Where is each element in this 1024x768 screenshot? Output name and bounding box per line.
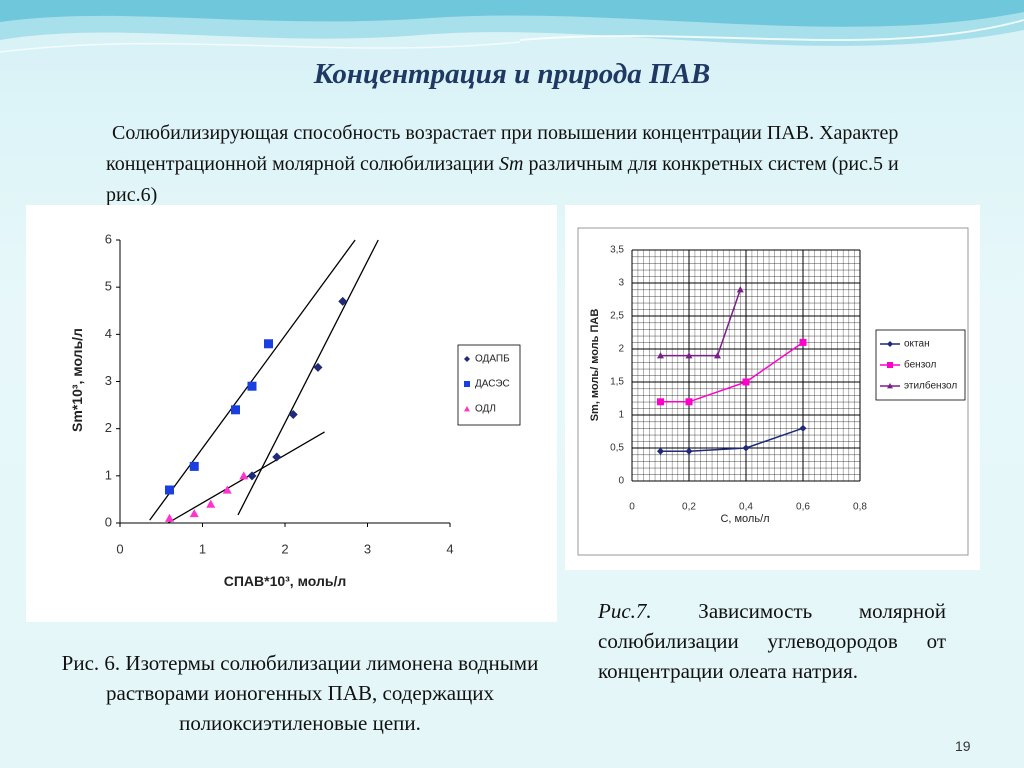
- point: [657, 447, 664, 455]
- y-tick-label: 0: [618, 476, 624, 487]
- series-line: [660, 341, 804, 403]
- point: [264, 339, 273, 349]
- point: [247, 471, 257, 481]
- paragraph-text: различным для конкретных систем (рис.5 и…: [106, 153, 899, 206]
- fit-line: [149, 239, 356, 521]
- point: [685, 352, 693, 359]
- paragraph: Солюбилизирующая способность возрастает …: [106, 118, 952, 211]
- point: [685, 447, 693, 455]
- point: [338, 296, 348, 306]
- point: [189, 461, 199, 471]
- y-tick-label: 2,5: [610, 311, 624, 322]
- point: [165, 513, 174, 522]
- x-axis-label: C, моль/л: [720, 513, 769, 525]
- x-tick-label: 4: [446, 541, 453, 556]
- y-tick-label: 2: [105, 420, 112, 435]
- point: [742, 378, 750, 386]
- y-tick-label: 4: [105, 326, 112, 341]
- legend-label: этилбензол: [904, 380, 957, 392]
- legend-marker: [464, 381, 470, 387]
- legend-label: бензол: [904, 359, 937, 371]
- paragraph-text: Солюбилизирующая способность возрастает …: [106, 122, 899, 175]
- y-tick-label: 0: [105, 514, 112, 529]
- x-tick-label: 0: [116, 541, 123, 556]
- point: [272, 452, 282, 462]
- caption-label: Рис.7.: [598, 599, 652, 623]
- point: [239, 471, 249, 480]
- x-tick-label: 0,2: [682, 502, 696, 513]
- y-tick-label: 1: [105, 467, 112, 482]
- slide-title: Концентрация и природа ПАВ: [313, 58, 711, 90]
- legend-marker: [464, 356, 470, 362]
- point: [313, 362, 323, 372]
- x-tick-label: 0,8: [853, 502, 867, 513]
- point: [206, 499, 216, 508]
- y-tick-label: 3: [105, 373, 112, 388]
- x-tick-label: 0,6: [796, 502, 810, 513]
- y-tick-label: 3,5: [610, 245, 624, 256]
- point: [736, 286, 744, 293]
- legend-marker: [887, 383, 893, 389]
- y-tick-label: 1,5: [610, 377, 624, 388]
- y-tick-label: 2: [618, 344, 624, 355]
- y-axis-label: Sm, моль/ моль ПАВ: [589, 309, 601, 422]
- x-tick-label: 3: [364, 541, 371, 556]
- point: [657, 398, 664, 406]
- caption: Рис.7. Зависимость молярной солюбилизаци…: [598, 596, 946, 686]
- page-number: 19: [955, 738, 971, 754]
- legend-label: октан: [904, 339, 930, 350]
- legend-marker: [887, 362, 893, 368]
- point: [189, 509, 199, 518]
- legend-label: ОДАПБ: [475, 354, 510, 365]
- point: [685, 398, 693, 406]
- point: [657, 352, 664, 359]
- y-tick-label: 3: [618, 278, 624, 289]
- point: [799, 338, 807, 346]
- point: [247, 381, 257, 391]
- point: [799, 424, 807, 432]
- x-tick-label: 0,4: [739, 502, 753, 513]
- y-tick-label: 5: [105, 279, 112, 294]
- y-tick-label: 6: [105, 231, 112, 246]
- y-tick-label: 1: [618, 410, 624, 421]
- point: [714, 352, 721, 359]
- x-tick-label: 2: [281, 541, 288, 556]
- series-line: [660, 289, 742, 357]
- legend-label: ОДЛ: [475, 404, 496, 415]
- paragraph-italic: Sm: [499, 153, 524, 175]
- point: [231, 405, 240, 415]
- x-axis-label: CПАВ*10³, моль/л: [224, 573, 347, 589]
- point: [742, 444, 750, 452]
- legend-label: ДАСЭС: [475, 379, 510, 390]
- legend-marker: [464, 406, 470, 412]
- series-line: [660, 427, 804, 453]
- y-tick-label: 0,5: [610, 443, 624, 454]
- point: [288, 410, 298, 420]
- x-tick-label: 1: [199, 541, 206, 556]
- caption-label: Рис. 6.: [61, 651, 121, 675]
- legend-marker: [887, 341, 893, 347]
- y-axis-label: Sm*10³, моль/л: [69, 328, 85, 432]
- caption-text: Зависимость молярной солюбилизации углев…: [598, 599, 946, 683]
- decor-waves: [0, 0, 1024, 53]
- point: [165, 485, 174, 495]
- x-tick-label: 0: [629, 502, 635, 513]
- caption-text: Изотермы солюбилизации лимонена водными …: [106, 651, 539, 735]
- caption: Рис. 6. Изотермы солюбилизации лимонена …: [50, 648, 550, 738]
- point: [222, 485, 232, 494]
